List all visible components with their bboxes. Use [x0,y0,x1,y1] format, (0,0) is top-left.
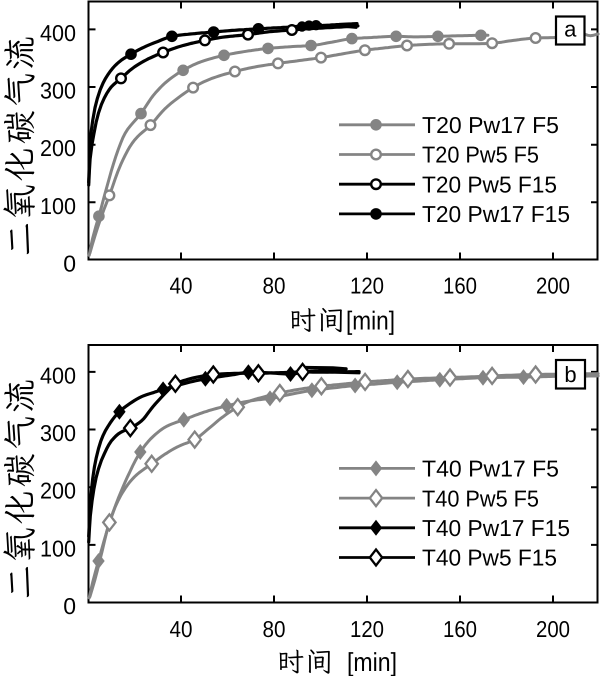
svg-text:T40 Pw17 F15: T40 Pw17 F15 [422,515,570,541]
svg-text:80: 80 [263,273,286,299]
svg-text:T20 Pw17 F15: T20 Pw17 F15 [422,201,570,227]
svg-text:200: 200 [536,273,570,299]
svg-text:[min]: [min] [347,647,397,676]
svg-text:200: 200 [536,616,570,642]
svg-text:a: a [564,17,577,42]
svg-text:T40 Pw5 F5: T40 Pw5 F5 [422,485,539,511]
svg-text:400: 400 [40,20,76,46]
svg-text:80: 80 [263,616,286,642]
svg-text:T20 Pw5 F15: T20 Pw5 F15 [422,171,557,197]
svg-text:[min]: [min] [346,306,395,336]
svg-text:T20 Pw17 F5: T20 Pw17 F5 [422,112,559,138]
svg-text:160: 160 [443,616,477,642]
svg-text:T40 Pw5 F15: T40 Pw5 F15 [422,545,557,571]
svg-text:T20 Pw5 F5: T20 Pw5 F5 [422,142,539,168]
svg-text:100: 100 [40,193,76,219]
svg-text:200: 200 [40,478,76,504]
svg-text:T40 Pw17 F5: T40 Pw17 F5 [422,456,559,482]
svg-text:300: 300 [40,420,76,446]
svg-text:300: 300 [40,78,76,104]
svg-text:0: 0 [63,251,76,277]
svg-text:200: 200 [40,135,76,161]
svg-text:120: 120 [350,273,384,299]
svg-text:40: 40 [170,273,193,299]
svg-text:0: 0 [63,593,76,619]
svg-text:120: 120 [350,616,384,642]
svg-text:40: 40 [170,616,193,642]
svg-text:100: 100 [40,535,76,561]
svg-text:400: 400 [40,362,76,388]
svg-text:160: 160 [443,273,477,299]
svg-text:b: b [564,362,576,387]
